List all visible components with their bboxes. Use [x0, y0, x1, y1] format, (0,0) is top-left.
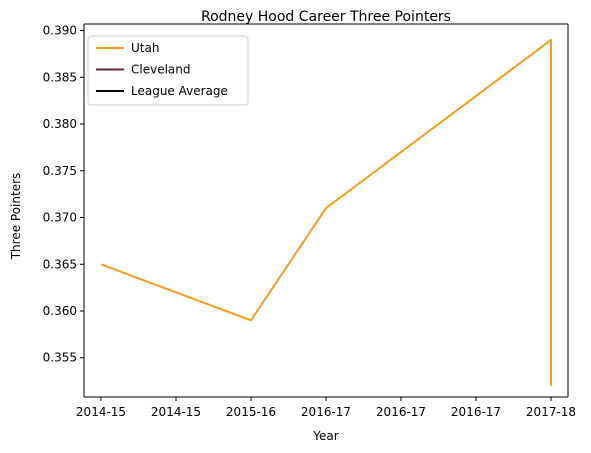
legend-label: League Average [131, 84, 228, 98]
y-tick-label: 0.390 [43, 24, 77, 38]
y-axis-ticks: 0.355 0.360 0.365 0.370 0.375 0.380 0.385 0.390 [43, 24, 84, 365]
legend-label: Utah [131, 41, 159, 55]
x-tick-label: 2015-16 [226, 405, 276, 419]
legend-label: Cleveland [131, 63, 191, 77]
y-tick-label: 0.365 [43, 257, 77, 271]
x-tick-label: 2016-17 [301, 405, 351, 419]
chart-title: Rodney Hood Career Three Pointers [201, 9, 451, 25]
x-tick-label: 2017-18 [526, 405, 576, 419]
y-tick-label: 0.370 [43, 211, 77, 225]
y-tick-label: 0.360 [43, 304, 77, 318]
series-layer [100, 38, 552, 386]
x-tick-label: 2016-17 [451, 405, 501, 419]
series-line-utah [100, 38, 552, 386]
legend: Utah Cleveland League Average [87, 35, 249, 106]
y-tick-label: 0.355 [43, 351, 77, 365]
x-tick-label: 2016-17 [376, 405, 426, 419]
y-tick-label: 0.380 [43, 117, 77, 131]
y-axis-label: Three Pointers [9, 173, 23, 261]
legend-frame [87, 35, 249, 106]
y-tick-label: 0.385 [43, 70, 77, 84]
x-tick-label: 2014-15 [151, 405, 201, 419]
x-axis-label: Year [312, 429, 338, 443]
x-axis-ticks: 2014-15 2014-15 2015-16 2016-17 2016-17 2016-… [76, 397, 576, 419]
y-tick-label: 0.375 [43, 164, 77, 178]
x-tick-label: 2014-15 [76, 405, 126, 419]
